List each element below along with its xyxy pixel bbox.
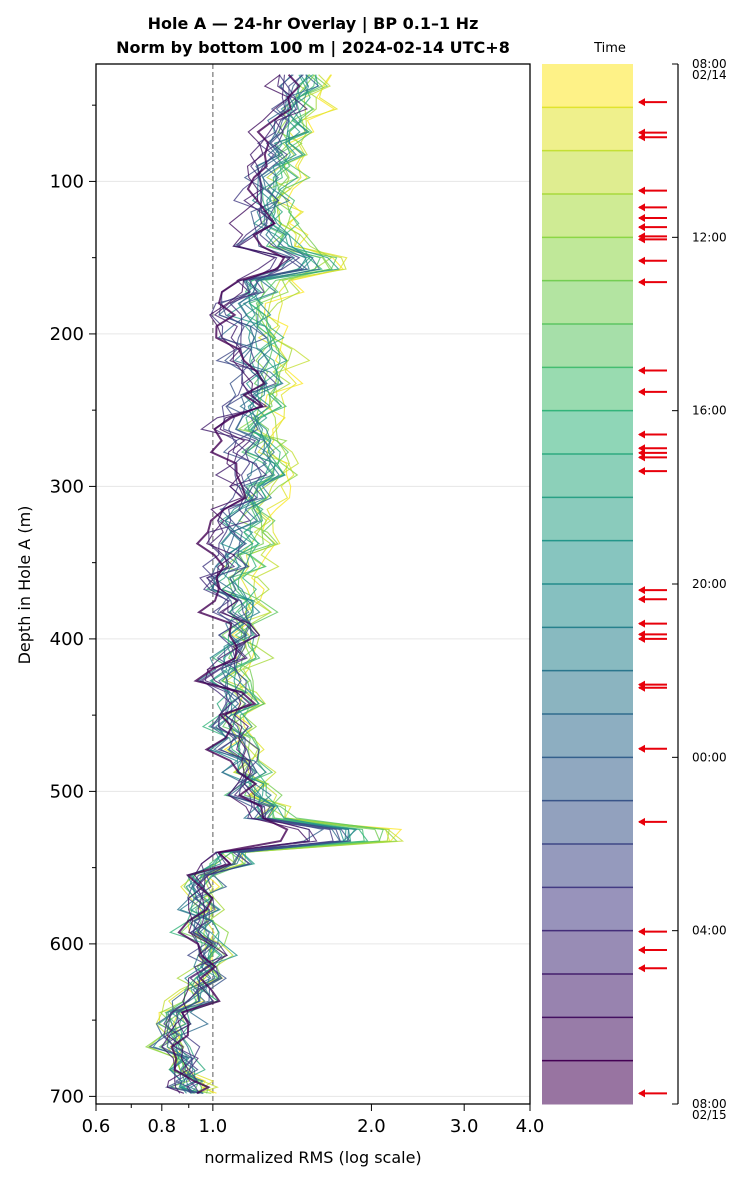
x-axis-ticks: 0.6 0.8 1.0 2.0 3.0 4.0 bbox=[82, 1104, 545, 1137]
y-axis-label: Depth in Hole A (m) bbox=[15, 506, 34, 665]
event-marker-head bbox=[638, 235, 645, 244]
time-tick-label: 04:00 bbox=[692, 924, 727, 938]
colorbar-band bbox=[542, 1017, 633, 1062]
y-tick-label: 500 bbox=[50, 781, 84, 802]
colorbar-band bbox=[542, 497, 633, 542]
profile-line bbox=[152, 74, 345, 1094]
event-marker-head bbox=[638, 945, 645, 954]
event-marker-head bbox=[638, 98, 645, 107]
colorbar-band bbox=[542, 410, 633, 455]
event-marker-head bbox=[638, 430, 645, 439]
profile-line bbox=[163, 74, 310, 1094]
event-marker-head bbox=[638, 744, 645, 753]
event-marker-head bbox=[638, 586, 645, 595]
event-marker-head bbox=[638, 387, 645, 396]
colorbar-band bbox=[542, 367, 633, 412]
event-markers bbox=[638, 98, 667, 1098]
colorbar-band bbox=[542, 800, 633, 845]
plot-background bbox=[96, 64, 530, 1104]
event-marker-head bbox=[638, 634, 645, 643]
date-label-start: 02/14 bbox=[692, 68, 727, 82]
time-tick-label: 00:00 bbox=[692, 750, 727, 764]
profile-line bbox=[170, 74, 301, 1095]
event-marker-head bbox=[638, 927, 645, 936]
x-tick-label: 1.0 bbox=[199, 1116, 228, 1137]
y-tick-label: 400 bbox=[50, 629, 84, 650]
time-tick-label: 12:00 bbox=[692, 230, 727, 244]
event-marker-head bbox=[638, 964, 645, 973]
colorbar-band bbox=[542, 454, 633, 498]
event-marker-head bbox=[638, 278, 645, 287]
colorbar-band bbox=[542, 64, 633, 108]
colorbar-band bbox=[542, 324, 633, 368]
y-tick-label: 300 bbox=[50, 476, 84, 497]
time-colorbar bbox=[542, 64, 633, 1105]
profile-lines bbox=[144, 74, 405, 1095]
event-marker-head bbox=[638, 186, 645, 195]
profile-line bbox=[168, 74, 391, 1094]
event-marker-head bbox=[638, 817, 645, 826]
plot-frame bbox=[95, 63, 531, 1105]
event-marker-head bbox=[638, 1089, 645, 1098]
profile-line bbox=[157, 74, 352, 1094]
y-axis-ticks: 100 200 300 400 500 600 700 bbox=[50, 104, 96, 1107]
event-marker-head bbox=[638, 214, 645, 223]
colorbar-band bbox=[542, 1060, 633, 1105]
colorbar-band bbox=[542, 237, 633, 282]
colorbar-band bbox=[542, 150, 633, 195]
event-marker-head bbox=[638, 133, 645, 142]
profile-plot: 0.6 0.8 1.0 2.0 3.0 4.0 100 200 300 400 500 600 700 bbox=[50, 63, 545, 1137]
colorbar-band bbox=[542, 757, 633, 802]
colorbar-band bbox=[542, 930, 633, 975]
colorbar-band bbox=[542, 280, 633, 325]
chart-title-line-1: Hole A — 24-hr Overlay | BP 0.1–1 Hz bbox=[148, 14, 479, 34]
colorbar-band bbox=[542, 194, 633, 238]
chart-title-line-2: Norm by bottom 100 m | 2024-02-14 UTC+8 bbox=[116, 38, 510, 58]
event-marker-head bbox=[638, 203, 645, 212]
colorbar-band bbox=[542, 540, 633, 585]
profile-line bbox=[180, 74, 356, 1094]
time-axis: 08:0012:0016:0020:0000:0004:0008:0002/14… bbox=[672, 57, 727, 1122]
y-tick-label: 700 bbox=[50, 1086, 84, 1107]
time-tick-label: 20:00 bbox=[692, 577, 727, 591]
colorbar-band bbox=[542, 887, 633, 932]
event-marker-head bbox=[638, 453, 645, 462]
colorbar-label: Time bbox=[593, 41, 626, 56]
colorbar-band bbox=[542, 974, 633, 1018]
colorbar-band bbox=[542, 107, 633, 152]
event-marker-head bbox=[638, 223, 645, 232]
profile-line bbox=[169, 74, 347, 1094]
profile-line bbox=[166, 74, 310, 1094]
y-tick-label: 200 bbox=[50, 324, 84, 345]
y-tick-label: 600 bbox=[50, 934, 84, 955]
x-tick-label: 0.6 bbox=[82, 1116, 111, 1137]
x-tick-label: 0.8 bbox=[147, 1116, 176, 1137]
profile-line bbox=[169, 74, 369, 1094]
date-label-end: 02/15 bbox=[692, 1108, 727, 1122]
time-tick-label: 08:00 bbox=[692, 1097, 727, 1111]
x-tick-label: 4.0 bbox=[516, 1116, 545, 1137]
time-tick-label: 16:00 bbox=[692, 404, 727, 418]
event-marker-head bbox=[638, 619, 645, 628]
colorbar-band bbox=[542, 627, 633, 672]
profile-line bbox=[175, 74, 334, 1094]
x-axis-label: normalized RMS (log scale) bbox=[204, 1148, 421, 1167]
event-marker-head bbox=[638, 683, 645, 692]
colorbar-band bbox=[542, 714, 633, 758]
x-tick-label: 3.0 bbox=[450, 1116, 479, 1137]
grid-lines bbox=[96, 180, 530, 1097]
colorbar-band bbox=[542, 844, 633, 888]
time-tick-label: 08:00 bbox=[692, 57, 727, 71]
profile-line bbox=[147, 74, 390, 1094]
event-marker-head bbox=[638, 595, 645, 604]
colorbar-band bbox=[542, 584, 633, 628]
y-tick-label: 100 bbox=[50, 171, 84, 192]
colorbar-band bbox=[542, 670, 633, 715]
x-tick-label: 2.0 bbox=[357, 1116, 386, 1137]
event-marker-head bbox=[638, 256, 645, 265]
event-marker-head bbox=[638, 467, 645, 476]
event-marker-head bbox=[638, 366, 645, 375]
